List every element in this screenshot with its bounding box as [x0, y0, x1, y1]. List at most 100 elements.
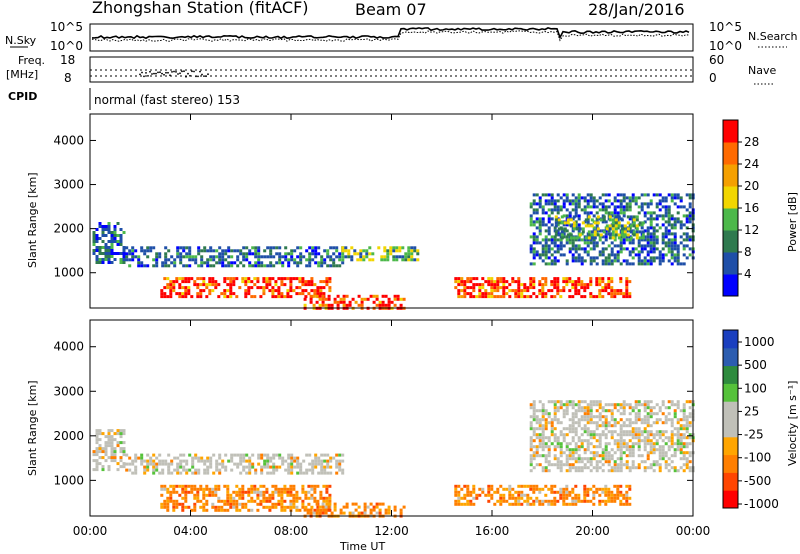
power-echo-cell: [589, 262, 593, 266]
power-echo-cell: [544, 202, 548, 206]
velocity-echo-cell: [685, 442, 689, 446]
velocity-echo-cell: [274, 502, 278, 506]
power-echo-cell: [221, 252, 225, 256]
velocity-echo-cell: [637, 400, 641, 404]
velocity-echo-cell: [592, 493, 596, 497]
velocity-echo-cell: [688, 442, 692, 446]
velocity-echo-cell: [341, 471, 345, 475]
power-echo-cell: [632, 221, 636, 225]
power-echo-cell: [271, 289, 275, 293]
power-echo-cell: [586, 250, 590, 254]
power-echo-cell: [572, 221, 576, 225]
velocity-echo-cell: [116, 429, 120, 433]
velocity-echo-cell: [532, 484, 536, 488]
velocity-echo-cell: [110, 453, 114, 457]
power-echo-cell: [577, 217, 581, 221]
power-echo-cell: [457, 289, 461, 293]
velocity-echo-cell: [230, 453, 234, 457]
power-echo-cell: [535, 238, 539, 242]
power-echo-cell: [679, 220, 683, 224]
power-echo-cell: [229, 292, 233, 296]
velocity-echo-cell: [670, 436, 674, 440]
velocity-echo-cell: [670, 430, 674, 434]
velocity-echo-cell: [214, 490, 218, 494]
velocity-echo-cell: [185, 471, 189, 475]
power-echo-cell: [631, 196, 635, 200]
velocity-echo-cell: [670, 433, 674, 437]
power-echo-cell: [688, 253, 692, 257]
power-echo-cell: [224, 249, 228, 253]
power-echo-cell: [290, 252, 294, 256]
velocity-echo-cell: [265, 490, 269, 494]
power-echo-cell: [289, 280, 293, 284]
power-echo-cell: [589, 295, 593, 299]
power-echo-cell: [131, 252, 135, 256]
power-echo-cell: [670, 253, 674, 257]
velocity-echo-cell: [628, 403, 632, 407]
power-echo-cell: [502, 280, 506, 284]
velocity-echo-cell: [152, 462, 156, 466]
power-echo-cell: [265, 286, 269, 290]
power-echo-cell: [596, 215, 600, 219]
power-echo-cell: [119, 234, 123, 237]
power-echo-cell: [344, 246, 348, 250]
velocity-echo-cell: [646, 418, 650, 422]
velocity-echo-cell: [619, 448, 623, 452]
velocity-echo-cell: [571, 400, 575, 404]
velocity-echo-cell: [238, 493, 242, 497]
velocity-echo-cell: [574, 433, 578, 437]
velocity-echo-cell: [658, 418, 662, 422]
power-echo-cell: [532, 235, 536, 239]
power-echo-cell: [574, 208, 578, 212]
velocity-echo-cell: [595, 400, 599, 404]
power-echo-cell: [247, 286, 251, 290]
velocity-echo-cell: [320, 453, 324, 457]
velocity-echo-cell: [685, 427, 689, 431]
power-echo-cell: [607, 253, 611, 257]
velocity-echo-cell: [577, 493, 581, 497]
power-echo-cell: [664, 226, 668, 230]
velocity-echo-cell: [565, 427, 569, 431]
power-echo-cell: [163, 286, 167, 290]
power-echo-cell: [688, 238, 692, 242]
velocity-echo-cell: [101, 456, 105, 460]
power-echo-cell: [586, 241, 590, 245]
velocity-echo-cell: [637, 445, 641, 449]
power-echo-cell: [304, 289, 308, 293]
velocity-echo-cell: [160, 484, 164, 488]
power-echo-cell: [670, 214, 674, 218]
power-echo-cell: [641, 236, 645, 240]
power-echo-cell: [107, 225, 111, 228]
velocity-echo-cell: [316, 508, 320, 512]
power-echo-cell: [266, 255, 270, 259]
power-echo-cell: [604, 208, 608, 212]
power-echo-cell: [161, 261, 165, 265]
power-echo-cell: [670, 223, 674, 227]
power-echo-cell: [487, 295, 491, 299]
power-echo-cell: [178, 295, 182, 299]
power-echo-cell: [608, 215, 612, 219]
power-echo-cell: [685, 244, 689, 248]
velocity-echo-cell: [143, 468, 147, 472]
velocity-echo-cell: [239, 456, 243, 460]
velocity-echo-cell: [214, 493, 218, 497]
power-echo-cell: [587, 215, 591, 219]
power-echo-cell: [469, 286, 473, 290]
velocity-echo-cell: [223, 508, 227, 512]
power-echo-cell: [526, 295, 530, 299]
velocity-echo-cell: [517, 490, 521, 494]
velocity-echo-cell: [191, 462, 195, 466]
power-echo-cell: [625, 247, 629, 251]
velocity-echo-cell: [251, 462, 255, 466]
power-echo-cell: [375, 303, 379, 307]
velocity-echo-cell: [589, 433, 593, 437]
power-echo-cell: [682, 232, 686, 236]
power-echo-cell: [155, 264, 159, 268]
velocity-echo-cell: [290, 456, 294, 460]
velocity-echo-cell: [586, 448, 590, 452]
power-echo-cell: [335, 246, 339, 250]
power-echo-cell: [371, 258, 375, 262]
velocity-echo-cell: [454, 499, 458, 503]
velocity-echo-cell: [670, 403, 674, 407]
